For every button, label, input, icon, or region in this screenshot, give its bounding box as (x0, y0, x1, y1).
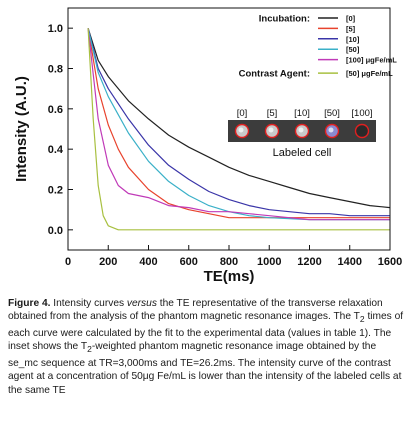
y-tick-label: 1.0 (48, 23, 63, 35)
legend-group-title: Contrast Agent: (239, 69, 310, 80)
inset-sample-highlight (328, 127, 334, 133)
inset-caption: Labeled cell (273, 147, 332, 159)
inset-sample-label: [5] (267, 108, 278, 119)
legend-label: [5] (346, 24, 356, 33)
inset-sample-label: [10] (294, 108, 310, 119)
legend-label: [50] μgFe/mL (346, 69, 393, 78)
y-axis-ticks: 0.0 0.2 0.4 0.6 0.8 1.0 (48, 23, 73, 237)
caption-subscript-2: 2 (87, 344, 92, 355)
caption-text-3: times of each curve were calculated by t… (8, 311, 404, 353)
caption-subscript-1: 2 (359, 314, 365, 325)
series-line (87, 28, 391, 209)
x-tick-label: 1000 (257, 256, 281, 268)
plot-frame (67, 7, 391, 251)
legend: Incubation: [0][5] [10][50] [100] μgFe/mL Co… (239, 14, 398, 80)
series-line (87, 28, 390, 221)
x-tick-label: 800 (220, 256, 238, 268)
series-layer (87, 28, 391, 231)
inset-sample-highlight (238, 127, 244, 133)
x-tick-label: 1400 (338, 256, 362, 268)
inset-sample-label: [50] (324, 108, 340, 119)
series-line (87, 28, 390, 231)
x-tick-label: 0 (65, 256, 71, 268)
inset-sample-highlight (268, 127, 274, 133)
caption-text-1: Intensity curves (50, 298, 127, 309)
series-line (87, 28, 390, 217)
caption-label: Figure 4. (8, 298, 51, 309)
legend-group-title: Incubation: (259, 14, 310, 25)
legend-label: [50] (346, 45, 360, 54)
x-tick-label: 600 (180, 256, 198, 268)
x-axis-ticks: 0 200 400 600 800 1000 1200 1400 1600 (65, 245, 402, 268)
y-tick-label: 0.4 (48, 144, 64, 156)
intensity-vs-te-chart: 0.0 0.2 0.4 0.6 0.8 1.0 0 200 400 600 800 1000 1200… (13, 7, 402, 285)
x-axis-title: TE(ms) (204, 268, 255, 285)
y-tick-label: 0.8 (48, 64, 63, 76)
figure-caption: Figure 4. Intensity curves versus the TE… (8, 297, 406, 397)
inset-sample-highlight (298, 127, 304, 133)
inset-image: [0] [5] [10] [50] [100] Labeled cell (228, 108, 376, 159)
x-tick-label: 1200 (297, 256, 321, 268)
legend-label: [100] μgFe/mL (346, 56, 397, 65)
y-tick-label: 0.6 (48, 104, 63, 116)
caption-text-2: the TE representative of the transverse … (8, 298, 383, 323)
caption-italic: versus (126, 298, 157, 309)
legend-label: [10] (346, 35, 360, 44)
legend-label: [0] (346, 14, 356, 23)
x-tick-label: 1600 (378, 256, 402, 268)
caption-text-4: -weighted phantom magnetic resonance ima… (8, 341, 402, 396)
inset-sample-label: [100] (351, 108, 372, 119)
x-tick-label: 200 (99, 256, 117, 268)
inset-sample-label: [0] (237, 108, 248, 119)
x-tick-label: 400 (139, 256, 157, 268)
y-tick-label: 0.0 (48, 225, 63, 237)
series-line (87, 28, 390, 219)
y-tick-label: 0.2 (48, 185, 63, 197)
y-axis-title: Intensity (A.U.) (13, 76, 30, 182)
inset-sample-well (354, 123, 370, 139)
